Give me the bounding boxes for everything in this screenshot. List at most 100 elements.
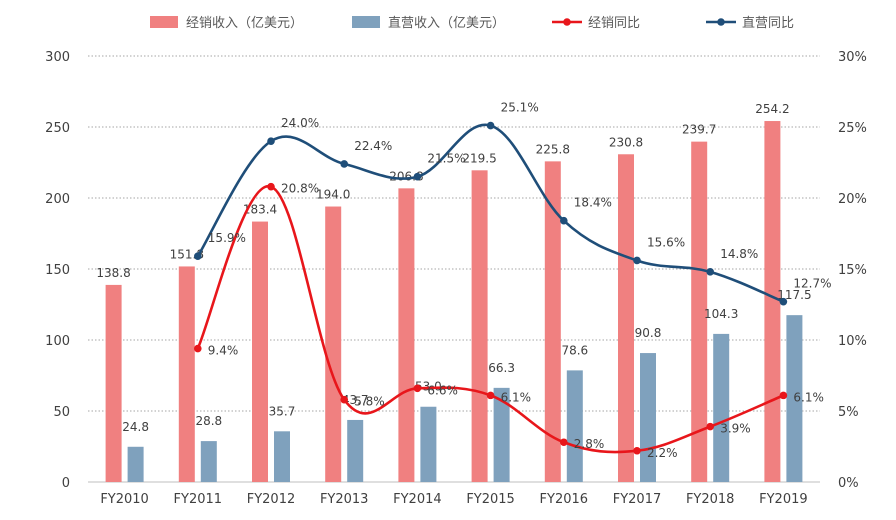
y2-tick-label: 5% <box>838 405 859 420</box>
bar <box>764 121 781 482</box>
bar <box>640 353 656 482</box>
legend-swatch <box>352 16 380 28</box>
line-data-label: 2.8% <box>574 437 605 451</box>
line-marker <box>340 160 349 168</box>
bar <box>325 206 342 482</box>
line-marker <box>779 297 788 306</box>
bar-data-label: 230.8 <box>609 135 643 149</box>
x-tick-label: FY2012 <box>247 492 296 507</box>
line-marker <box>633 446 641 455</box>
bar <box>347 419 364 482</box>
line-marker <box>560 216 568 225</box>
bar <box>274 431 290 482</box>
bar <box>127 446 144 482</box>
line-marker <box>340 395 349 404</box>
y2-tick-label: 25% <box>838 121 867 136</box>
line-marker <box>194 344 202 353</box>
bar <box>691 141 708 482</box>
y2-tick-label: 30% <box>838 50 867 65</box>
x-tick-label: FY2010 <box>100 492 149 507</box>
y-tick-label: 250 <box>45 121 70 136</box>
bar <box>252 221 268 482</box>
legend-label: 直营同比 <box>742 16 794 31</box>
line-marker <box>267 137 275 145</box>
legend-marker <box>717 18 725 26</box>
bar-data-label: 35.7 <box>269 404 296 418</box>
bar-data-label: 219.5 <box>462 151 496 165</box>
line-marker <box>486 121 495 130</box>
line-data-label: 20.8% <box>281 182 319 196</box>
line-data-label: 21.5% <box>427 152 465 166</box>
y2-tick-label: 10% <box>838 334 867 349</box>
bar <box>105 284 122 482</box>
line-marker <box>267 182 275 191</box>
bar <box>493 387 510 482</box>
line-data-label: 18.4% <box>574 196 612 210</box>
legend-marker <box>563 18 571 26</box>
legend-swatch <box>150 16 178 28</box>
line-marker <box>413 172 422 181</box>
bar-data-label: 194.0 <box>316 188 350 202</box>
line-marker <box>779 391 788 400</box>
line-data-label: 5.8% <box>354 395 385 409</box>
line-marker <box>706 422 714 431</box>
line-marker <box>633 256 641 265</box>
y-tick-label: 200 <box>45 192 70 207</box>
x-tick-label: FY2013 <box>320 492 369 507</box>
bar-data-label: 225.8 <box>536 142 570 156</box>
line-data-label: 3.9% <box>720 422 751 436</box>
x-tick-label: FY2019 <box>759 492 808 507</box>
bar <box>471 170 488 482</box>
legend-label: 经销收入（亿美元） <box>186 16 303 31</box>
y-tick-label: 50 <box>53 405 70 420</box>
line-marker <box>706 268 714 276</box>
bar-data-label: 117.5 <box>777 288 811 302</box>
legend-label: 直营收入（亿美元） <box>388 16 505 31</box>
x-tick-label: FY2011 <box>174 492 223 507</box>
bar-data-label: 24.8 <box>122 420 149 434</box>
line-data-label: 25.1% <box>501 101 539 115</box>
bar-data-label: 254.2 <box>755 102 789 116</box>
y2-tick-label: 20% <box>838 192 867 207</box>
bar <box>786 315 803 482</box>
bar-data-label: 104.3 <box>704 307 738 321</box>
y-tick-label: 0 <box>62 476 70 491</box>
y-tick-label: 300 <box>45 50 70 65</box>
bar-data-label: 138.8 <box>96 266 130 280</box>
y2-tick-label: 0% <box>838 476 859 491</box>
bar <box>178 266 195 482</box>
bar-data-label: 183.4 <box>243 203 277 217</box>
bar-data-label: 206.8 <box>389 169 423 183</box>
line-marker <box>486 391 495 400</box>
line-data-label: 12.7% <box>793 277 831 291</box>
bar <box>398 188 415 482</box>
bar-data-label: 239.7 <box>682 123 716 137</box>
line-data-label: 15.9% <box>208 231 246 245</box>
line-data-label: 22.4% <box>354 139 392 153</box>
bar-data-label: 66.3 <box>488 361 515 375</box>
bar <box>566 370 583 482</box>
line-marker <box>194 252 202 261</box>
bar-data-label: 90.8 <box>635 326 662 340</box>
bar <box>618 154 634 483</box>
legend-label: 经销同比 <box>588 16 640 31</box>
bar <box>420 406 437 482</box>
y-tick-label: 100 <box>45 334 70 349</box>
bar <box>713 333 730 482</box>
line-data-label: 6.1% <box>793 390 824 404</box>
x-tick-label: FY2014 <box>393 492 442 507</box>
x-tick-label: FY2016 <box>540 492 589 507</box>
line-data-label: 15.6% <box>647 235 685 249</box>
line-marker <box>413 384 422 393</box>
x-tick-label: FY2017 <box>613 492 662 507</box>
line-data-label: 24.0% <box>281 116 319 130</box>
y-tick-label: 150 <box>45 263 70 278</box>
bar-data-label: 28.8 <box>195 414 222 428</box>
x-tick-label: FY2018 <box>686 492 735 507</box>
line-data-label: 6.6% <box>427 383 458 397</box>
bar <box>200 441 217 482</box>
bar <box>544 161 561 482</box>
line-data-label: 9.4% <box>208 344 239 358</box>
